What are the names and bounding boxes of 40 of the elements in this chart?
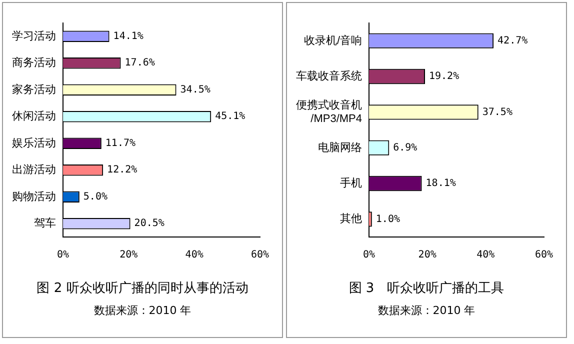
y-tick-label: 其他	[340, 212, 362, 226]
text: 图 3 听众收听广播的工具	[348, 280, 506, 297]
data-label: 34.5%	[180, 84, 210, 96]
y-tick-label: 手机	[340, 176, 362, 190]
data-label: 12.2%	[107, 164, 138, 176]
source-note: 数据来源：2010 年	[92, 303, 192, 318]
y-tick-label: 家务活动	[12, 82, 56, 96]
data-label: 20.5%	[134, 218, 164, 230]
y-tick-label: 电脑网络	[318, 140, 362, 154]
y-tick-label: 驾车	[34, 216, 56, 230]
data-label: 45.1%	[215, 111, 246, 122]
y-tick-label: 商务活动	[12, 56, 56, 70]
data-label: 5.0%	[83, 191, 108, 202]
x-tick-label: 60%	[534, 250, 554, 261]
source-note: 数据来源：2010 年	[376, 303, 476, 318]
y-tick-label: 学习活动	[12, 30, 56, 42]
data-label: 19.2%	[429, 71, 460, 82]
data-label: 14.1%	[113, 30, 144, 42]
data-label: 18.1%	[426, 178, 456, 190]
text: 图 2 听众收听广播的同时从事的活动	[36, 280, 250, 297]
x-tick-label: 40%	[476, 250, 495, 261]
x-tick-label: 40%	[185, 250, 204, 261]
y-tick-label: 收录机/音响	[304, 34, 362, 47]
data-label: 42.7%	[498, 35, 528, 46]
y-tick-label: 出游活动	[12, 163, 56, 176]
y-tick-label: 便携式收音机/MP3/MP4	[296, 98, 362, 125]
y-tick-label: 娱乐活动	[12, 136, 56, 150]
x-tick-label: 20%	[418, 250, 436, 261]
data-label: 17.6%	[124, 58, 155, 69]
y-tick-label: 休闲活动	[12, 110, 56, 123]
data-label: 11.7%	[105, 138, 136, 149]
x-tick-label: 60%	[250, 250, 270, 261]
x-tick-label: 20%	[120, 250, 138, 261]
data-label: 6.9%	[393, 142, 418, 154]
data-label: 37.5%	[482, 106, 512, 118]
y-tick-label: 购物活动	[12, 190, 56, 203]
x-tick-label: 0%	[56, 250, 70, 261]
y-tick-label: 车载收音系统	[296, 70, 362, 83]
x-tick-label: 0%	[362, 250, 376, 261]
data-label: 1.0%	[376, 214, 400, 225]
